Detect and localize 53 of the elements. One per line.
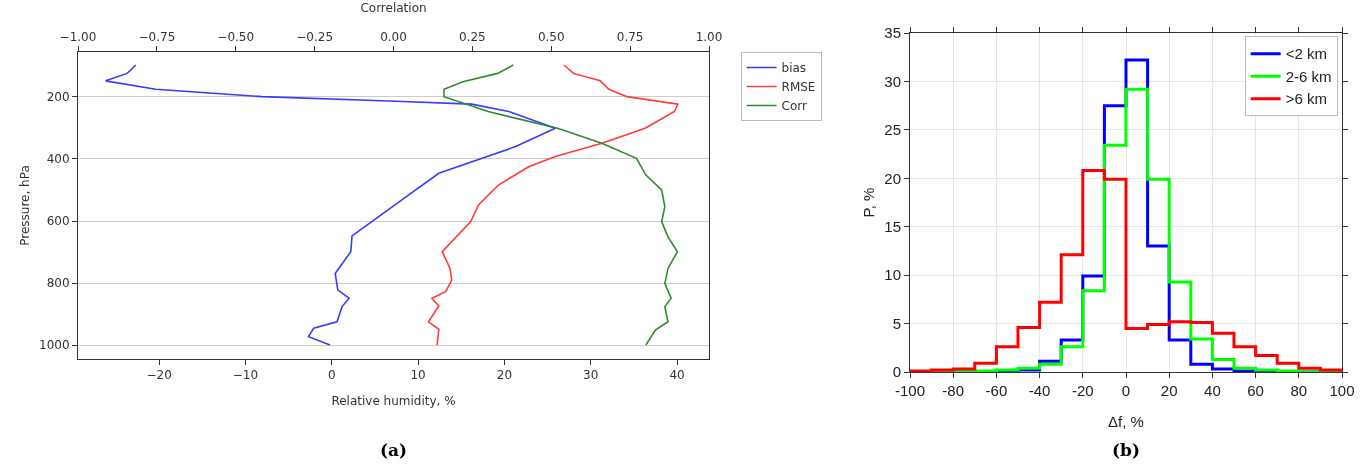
y-tick-label: 200 [46, 90, 70, 105]
x-tick-label: -100 [894, 382, 926, 399]
x-tick-label: 40 [669, 368, 685, 383]
x2-tick-label: 0.25 [459, 30, 486, 45]
x-tick-label: 100 [1329, 382, 1355, 399]
x-axis-title: Δf, % [1108, 413, 1144, 430]
y-tick-label: 20 [884, 169, 901, 187]
x2-tick-label: 1.00 [695, 30, 723, 45]
legend-label: RMSE [781, 80, 816, 95]
x-tick-label: 60 [1247, 382, 1264, 399]
y-tick-label: 400 [46, 152, 70, 167]
y-tick-label: 800 [46, 276, 70, 291]
x-tick-label: -80 [942, 382, 965, 399]
text: (b) [1112, 440, 1140, 460]
y-axis-title: Pressure, hPa [18, 165, 33, 246]
x2-tick-label: −0.25 [296, 30, 334, 45]
x2-tick-label: 0.75 [616, 30, 644, 45]
y-tick-label: 30 [884, 72, 901, 90]
legend-label: Corr [781, 99, 807, 114]
x2-tick-label: −1.00 [59, 30, 97, 45]
x-tick-label: 80 [1290, 382, 1308, 399]
legend-label: >6 km [1285, 90, 1327, 108]
y-tick-label: 15 [884, 217, 901, 235]
x2-axis-title: Correlation [360, 1, 427, 15]
y-tick-label: 5 [892, 314, 901, 332]
x-tick-label: -40 [1028, 382, 1051, 399]
x2-tick-label: −0.75 [138, 30, 176, 45]
x-tick-label: −20 [146, 368, 172, 383]
x-tick-label: -60 [985, 382, 1008, 399]
x2-tick-label: −0.50 [217, 30, 255, 45]
x2-tick-label: 0.00 [380, 30, 407, 45]
x-tick-label: −10 [232, 368, 259, 383]
x-axis-title: Relative humidity, % [331, 394, 456, 408]
x-tick-label: 10 [410, 368, 426, 383]
legend-label: 2-6 km [1285, 67, 1332, 85]
legend-label: bias [781, 61, 807, 76]
x-tick-label: 0 [327, 368, 336, 383]
y-tick-label: 1000 [39, 338, 70, 353]
y-tick-label: 35 [884, 24, 901, 42]
line-series [104, 64, 557, 346]
x-tick-label: 30 [583, 368, 599, 383]
y-tick-label: 600 [46, 214, 70, 229]
legend-label: <2 km [1285, 45, 1327, 63]
x-tick-label: 40 [1204, 382, 1221, 399]
x2-tick-label: 0.50 [537, 30, 565, 45]
x-tick-label: 20 [1160, 382, 1178, 399]
y-axis-title: P, % [859, 187, 877, 218]
y-tick-label: 10 [884, 266, 901, 284]
x-tick-label: -20 [1071, 382, 1094, 399]
x-tick-label: 0 [1121, 382, 1131, 399]
y-tick-label: 25 [884, 121, 901, 139]
x-tick-label: 20 [496, 368, 513, 383]
text: (a) [380, 440, 408, 460]
